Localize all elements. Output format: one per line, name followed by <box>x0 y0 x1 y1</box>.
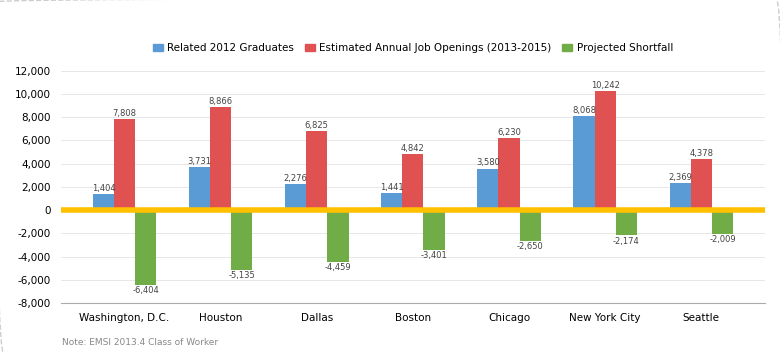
Text: -2,174: -2,174 <box>613 237 640 246</box>
Text: -5,135: -5,135 <box>229 271 255 280</box>
Bar <box>594 91 615 210</box>
Text: 1,441: 1,441 <box>380 183 403 192</box>
Bar <box>573 117 594 210</box>
Bar <box>712 210 733 234</box>
Bar <box>307 131 328 210</box>
Text: 3,580: 3,580 <box>476 158 500 168</box>
Text: 4,842: 4,842 <box>401 144 425 153</box>
Text: -2,009: -2,009 <box>709 235 736 244</box>
Text: -6,404: -6,404 <box>133 286 159 295</box>
Bar <box>691 159 712 210</box>
Text: -4,459: -4,459 <box>324 263 351 272</box>
Bar <box>285 184 307 210</box>
Bar <box>669 183 691 210</box>
Bar <box>210 107 231 210</box>
Text: 10,242: 10,242 <box>590 81 619 90</box>
Text: 2,369: 2,369 <box>668 172 692 182</box>
Text: 3,731: 3,731 <box>187 157 211 166</box>
Bar <box>519 210 541 241</box>
Text: 8,068: 8,068 <box>572 106 596 115</box>
Bar <box>615 210 637 235</box>
Text: 2,276: 2,276 <box>284 174 307 183</box>
Text: 4,378: 4,378 <box>690 149 713 158</box>
Bar <box>477 169 498 210</box>
Bar <box>93 194 114 210</box>
Text: 1,404: 1,404 <box>91 184 115 193</box>
Bar <box>424 210 445 250</box>
Bar <box>381 194 402 210</box>
Text: -3,401: -3,401 <box>420 251 448 260</box>
Bar <box>135 210 156 285</box>
Text: Note: EMSI 2013.4 Class of Worker: Note: EMSI 2013.4 Class of Worker <box>62 338 218 347</box>
Bar <box>231 210 253 270</box>
Text: 6,230: 6,230 <box>497 128 521 137</box>
Text: 6,825: 6,825 <box>305 121 328 130</box>
Bar <box>189 167 210 210</box>
Bar <box>498 138 519 210</box>
Text: -2,650: -2,650 <box>517 242 544 251</box>
Legend: Related 2012 Graduates, Estimated Annual Job Openings (2013-2015), Projected Sho: Related 2012 Graduates, Estimated Annual… <box>149 39 677 57</box>
Text: 8,866: 8,866 <box>208 97 232 106</box>
Bar <box>402 154 424 210</box>
Text: 7,808: 7,808 <box>112 109 136 118</box>
Bar <box>328 210 349 262</box>
Bar <box>114 119 135 210</box>
